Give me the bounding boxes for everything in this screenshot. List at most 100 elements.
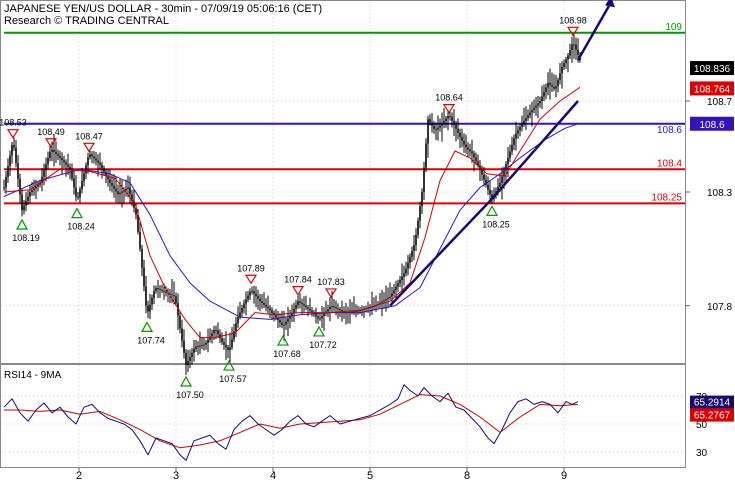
candle-body <box>141 248 143 268</box>
rsi-line <box>3 384 579 461</box>
candle-body <box>137 214 139 232</box>
candle-body <box>305 305 307 308</box>
candle-body <box>79 189 81 198</box>
candle-body <box>549 82 551 85</box>
swing-low-marker <box>276 334 290 346</box>
candle-body <box>425 143 427 168</box>
candle-body <box>117 191 119 195</box>
rsi-tick-label: 50 <box>696 420 708 431</box>
candle-body <box>423 167 425 192</box>
candle-body <box>203 344 205 346</box>
candle-body <box>515 133 517 139</box>
candle-body <box>311 310 313 313</box>
chart-subtitle: Research © TRADING CENTRAL <box>4 15 169 27</box>
swing-low-marker <box>179 375 193 387</box>
candle-body <box>561 66 563 74</box>
swing-low-label: 107.50 <box>176 390 204 400</box>
candle-body <box>115 188 117 192</box>
candle-body <box>447 115 449 119</box>
forecast-arrow-shaft <box>576 1 613 61</box>
swing-low-marker <box>222 359 236 371</box>
candle-body <box>217 330 219 335</box>
candle-body <box>357 310 359 312</box>
candle-body <box>239 312 241 318</box>
candle-body <box>317 316 319 319</box>
time-tick-label: 5 <box>367 470 373 480</box>
candle-body <box>499 182 501 187</box>
candle-body <box>111 182 113 186</box>
candle-body <box>575 44 577 50</box>
candle-body <box>33 188 35 191</box>
candle-body <box>263 303 265 305</box>
candle-body <box>439 125 441 128</box>
candle-body <box>213 330 215 334</box>
candle-body <box>449 115 451 117</box>
candle-body <box>87 157 89 166</box>
candle-body <box>143 267 145 287</box>
swing-high-marker <box>82 142 96 153</box>
candle-body <box>453 120 455 125</box>
candle-body <box>401 276 403 280</box>
candle-body <box>437 127 439 130</box>
rsi-value-text: 65.2914 <box>694 398 731 409</box>
candle-body <box>85 165 87 174</box>
swing-low-label: 108.25 <box>482 219 510 229</box>
candle-body <box>291 312 293 316</box>
candle-body <box>411 250 413 257</box>
candle-body <box>207 339 209 343</box>
swing-low-label: 107.72 <box>309 340 337 350</box>
candle-body <box>185 352 187 365</box>
candle-body <box>65 162 67 165</box>
candle-body <box>25 201 27 206</box>
candle-body <box>353 311 355 313</box>
candle-body <box>547 82 549 88</box>
candle-body <box>235 323 237 332</box>
swing-high-marker <box>244 274 258 285</box>
candle-body <box>517 130 519 134</box>
candle-body <box>233 331 235 340</box>
candle-body <box>191 352 193 357</box>
candle-body <box>323 313 325 316</box>
candle-body <box>409 256 411 263</box>
candle-body <box>255 293 257 297</box>
candle-body <box>281 322 283 325</box>
candle-body <box>37 184 39 187</box>
candle-body <box>201 345 203 347</box>
swing-low-marker <box>70 207 84 219</box>
candle-body <box>29 192 31 197</box>
ma-value-tag-box <box>690 81 734 96</box>
candle-body <box>97 160 99 163</box>
swing-low-marker <box>312 325 326 337</box>
candle-body <box>39 182 41 185</box>
candle-body <box>285 321 287 325</box>
candle-body <box>465 144 467 148</box>
candle-body <box>283 324 285 326</box>
candle-body <box>123 190 125 192</box>
price-tick-label: 107.8 <box>707 302 732 313</box>
last-price-tag-text: 108.836 <box>694 64 731 75</box>
candle-body <box>249 291 251 296</box>
candle-body <box>329 306 331 310</box>
candle-body <box>511 144 513 152</box>
candle-body <box>77 196 79 198</box>
candle-body <box>527 115 529 119</box>
candle-body <box>35 186 37 189</box>
candle-body <box>17 163 19 179</box>
candle-body <box>521 123 523 127</box>
candle-body <box>245 299 247 304</box>
swing-high-label: 107.84 <box>284 275 312 285</box>
candle-body <box>229 347 231 350</box>
swing-high-label: 108.49 <box>37 127 65 137</box>
swing-high-label: 107.83 <box>317 277 345 287</box>
candle-body <box>189 356 191 361</box>
swing-high-marker <box>291 286 305 296</box>
candle-body <box>267 306 269 309</box>
candle-body <box>95 158 97 161</box>
candle-body <box>103 168 105 172</box>
candle-body <box>569 50 571 56</box>
candle-body <box>463 140 465 145</box>
level-value-tag-box <box>690 116 734 131</box>
time-tick-label: 9 <box>561 470 567 480</box>
swing-high-label: 108.53 <box>0 118 27 128</box>
